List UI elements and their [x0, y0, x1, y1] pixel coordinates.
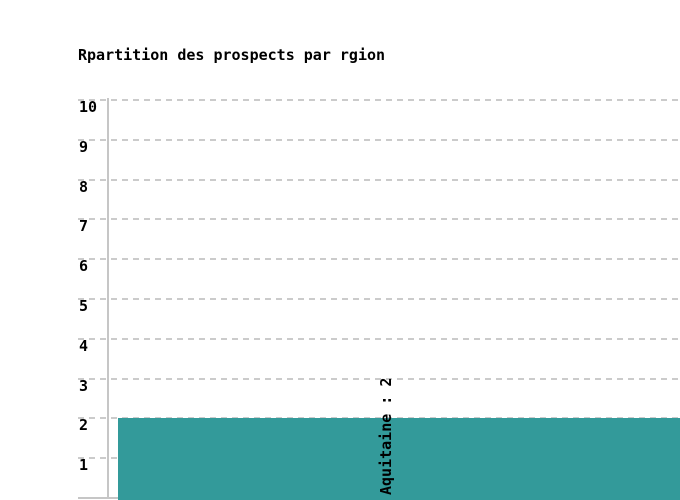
chart-title: Rpartition des prospects par rgion	[78, 46, 386, 64]
bar-value-label: Aquitaine : 2	[377, 377, 395, 495]
y-tick-label-9: 9	[79, 138, 89, 156]
gridline-y-5	[78, 298, 680, 300]
gridline-y-6	[78, 258, 680, 260]
gridline-y-4	[78, 338, 680, 340]
y-tick-label-8: 8	[79, 178, 89, 196]
gridline-y-8	[78, 179, 680, 181]
y-tick-label-5: 5	[79, 297, 89, 315]
gridline-y-10	[78, 99, 680, 101]
gridline-y-7	[78, 218, 680, 220]
y-tick-label-2: 2	[79, 416, 89, 434]
y-tick-label-7: 7	[79, 217, 89, 235]
y-tick-label-6: 6	[79, 257, 89, 275]
gridline-y-9	[78, 139, 680, 141]
gridline-y-3	[78, 378, 680, 380]
y-tick-label-4: 4	[79, 337, 89, 355]
y-tick-label-1: 1	[79, 456, 89, 474]
bar-aquitaine	[118, 418, 680, 500]
y-tick-label-3: 3	[79, 377, 89, 395]
y-tick-label-10: 10	[79, 98, 98, 116]
